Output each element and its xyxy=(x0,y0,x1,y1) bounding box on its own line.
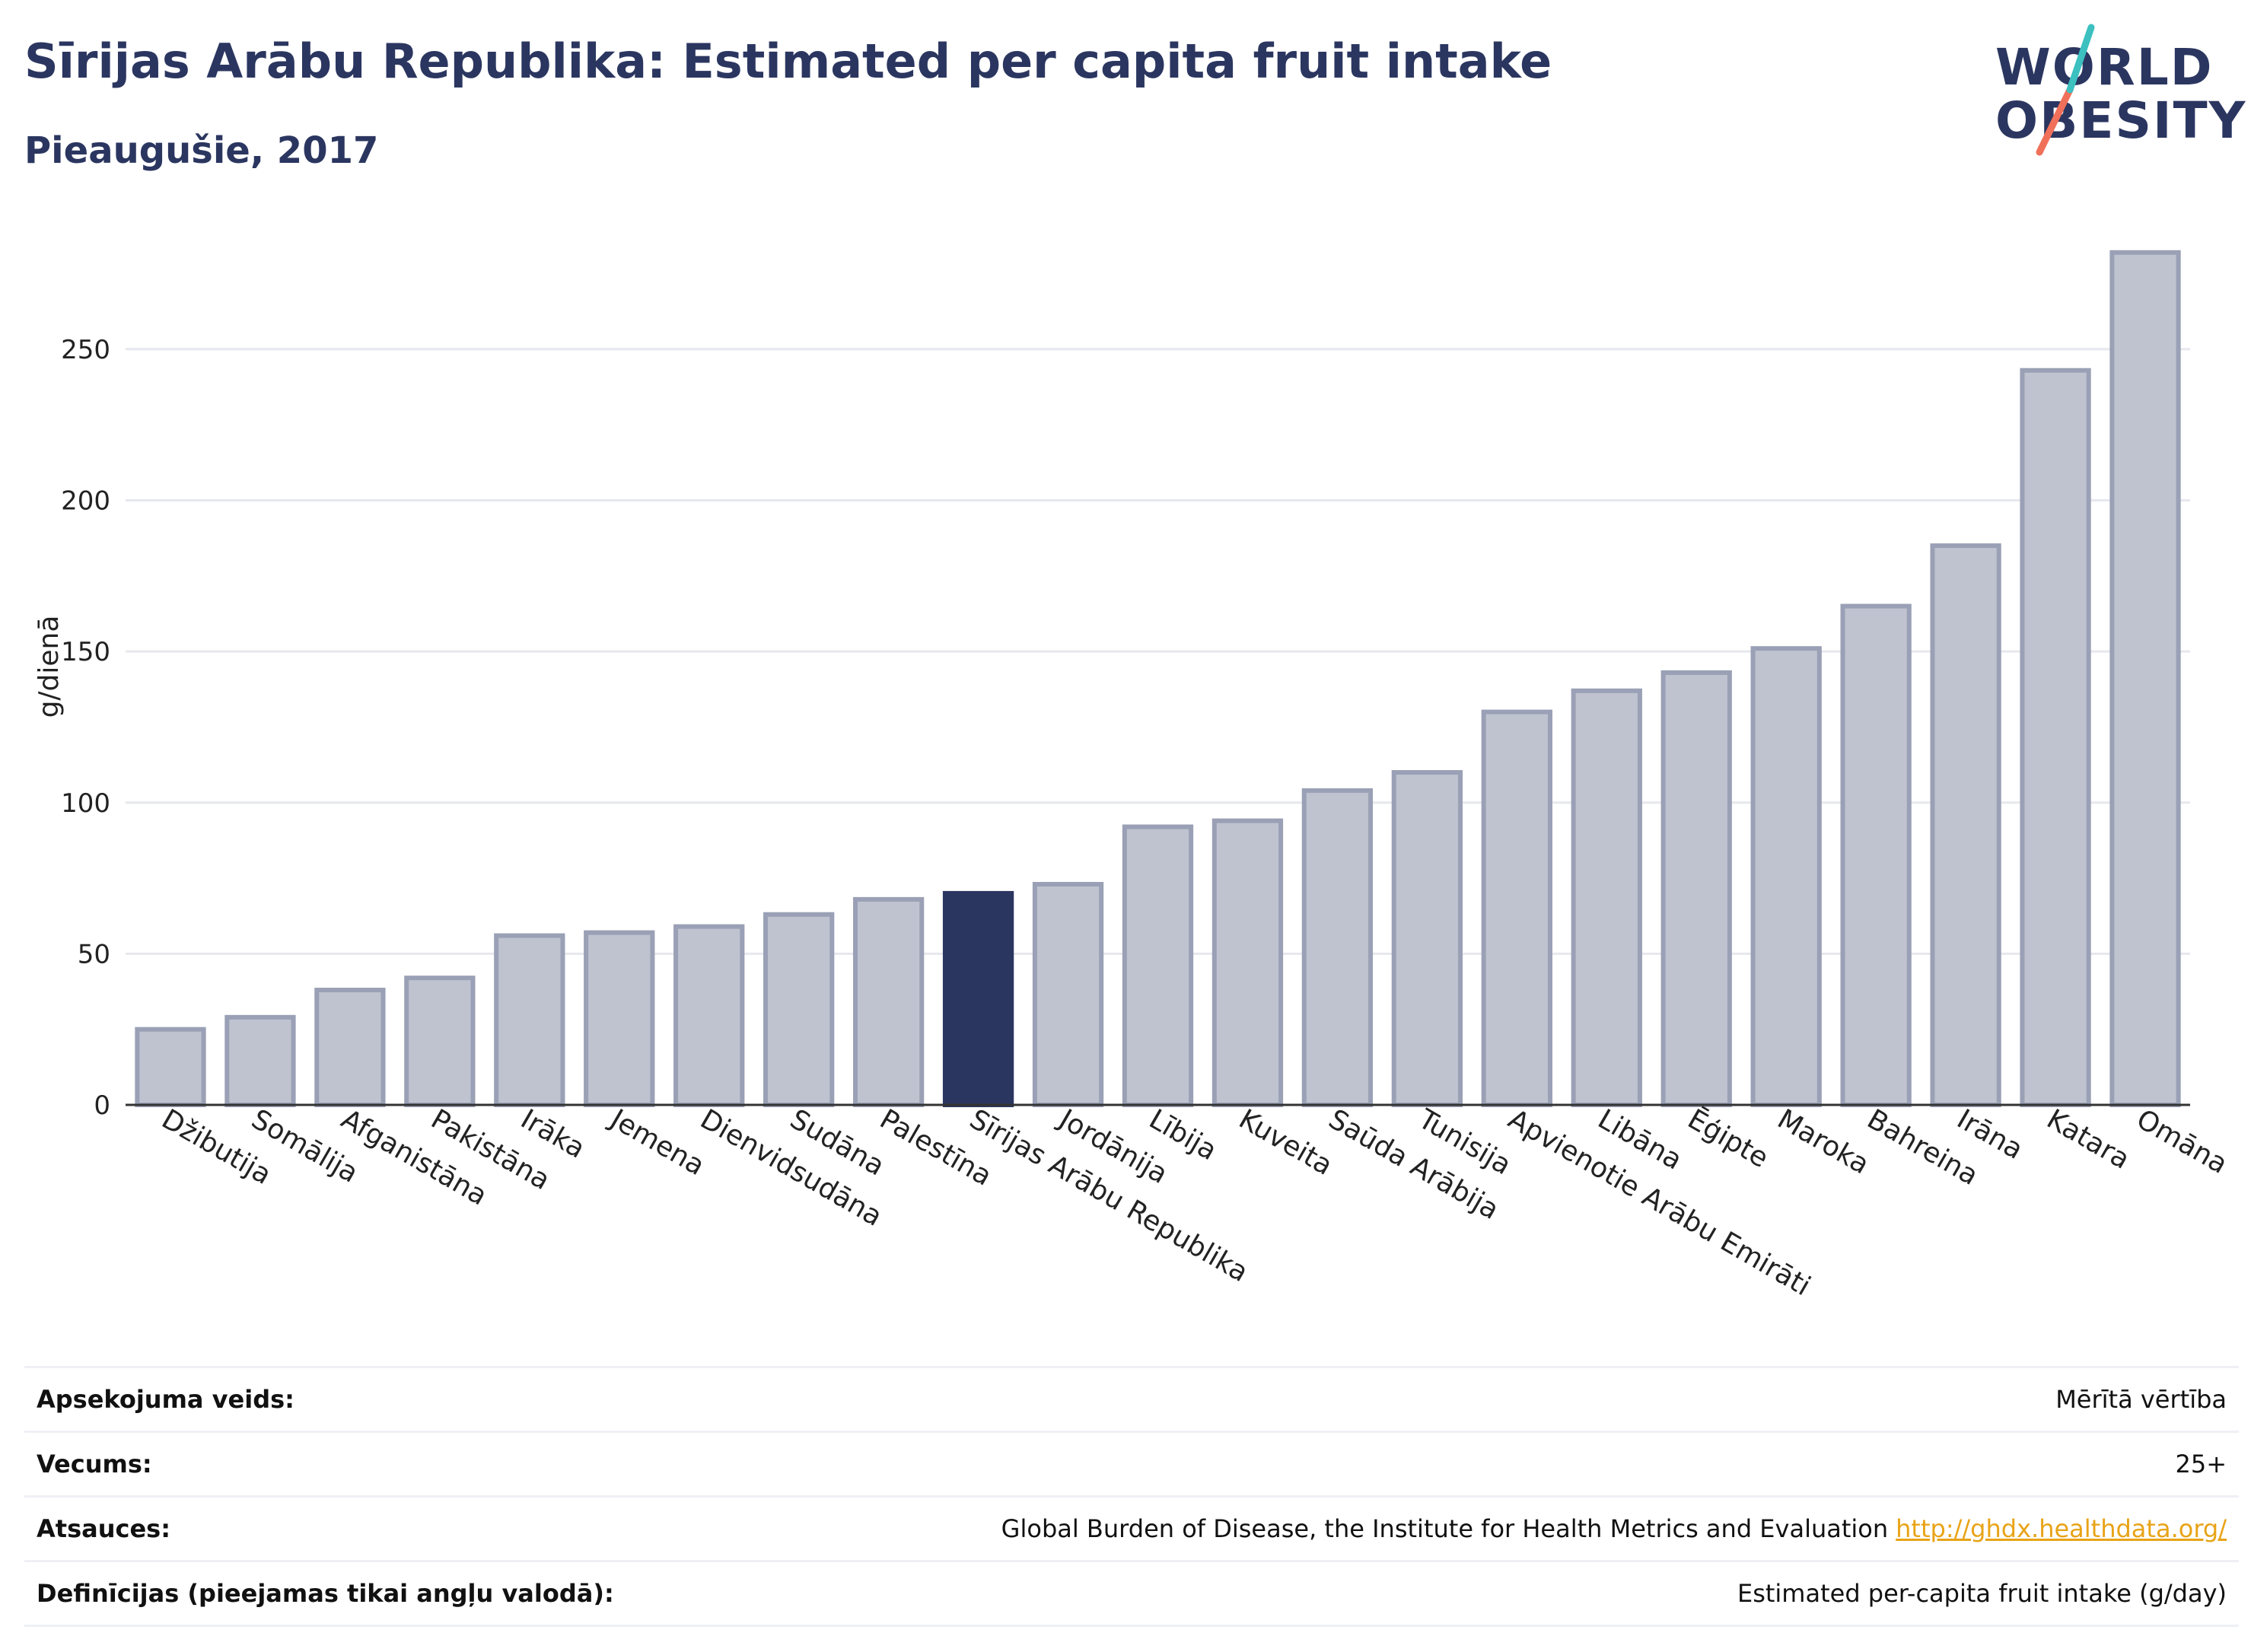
bar xyxy=(1750,646,1822,1107)
bar xyxy=(1481,709,1552,1107)
bar xyxy=(763,912,835,1107)
bar xyxy=(224,1014,296,1108)
y-tick-label: 0 xyxy=(94,1090,110,1121)
meta-label: Vecums: xyxy=(37,1450,152,1479)
bar xyxy=(1032,882,1104,1107)
y-tick-label: 100 xyxy=(61,788,110,819)
meta-label: Apsekojuma veids: xyxy=(37,1385,295,1414)
bar xyxy=(942,890,1014,1107)
meta-label: Atsauces: xyxy=(37,1514,170,1543)
reference-text: Global Burden of Disease, the Institute … xyxy=(1001,1514,1889,1543)
meta-row-definitions: Definīcijas (pieejamas tikai angļu valod… xyxy=(24,1560,2239,1627)
meta-row-references: Atsauces: Global Burden of Disease, the … xyxy=(24,1495,2239,1560)
bar-chart: 050100150200250g/dienāDžibutijaSomālijaA… xyxy=(33,250,2233,1302)
bar xyxy=(1840,603,1912,1107)
x-tick-label: Katara xyxy=(2042,1103,2135,1176)
bar xyxy=(494,933,565,1107)
bar xyxy=(404,976,476,1108)
bar xyxy=(2109,250,2181,1108)
meta-row-survey-type: Apsekojuma veids: Mērītā vērtība xyxy=(24,1366,2239,1431)
x-tick-label: Maroka xyxy=(1772,1103,1874,1180)
bar xyxy=(852,896,925,1107)
bar xyxy=(584,930,655,1107)
y-tick-label: 150 xyxy=(61,637,110,667)
bar xyxy=(2020,368,2091,1108)
bar xyxy=(1660,670,1732,1107)
x-tick-label: Omāna xyxy=(2132,1103,2233,1180)
bar xyxy=(135,1027,206,1108)
metadata-table: Apsekojuma veids: Mērītā vērtība Vecums:… xyxy=(24,1366,2239,1627)
meta-value: Mērītā vērtība xyxy=(2055,1385,2227,1414)
y-tick-label: 50 xyxy=(78,939,110,969)
bar xyxy=(1301,788,1374,1107)
chart-title: Sīrijas Arābu Republika: Estimated per c… xyxy=(24,33,1552,89)
meta-value: 25+ xyxy=(2175,1450,2227,1479)
bar xyxy=(1211,818,1284,1107)
chart-subtitle: Pieaugušie, 2017 xyxy=(24,129,379,172)
y-axis-label: g/dienā xyxy=(33,616,65,718)
y-tick-label: 200 xyxy=(61,486,110,517)
meta-row-age: Vecums: 25+ xyxy=(24,1431,2239,1495)
x-tick-label: Kuveita xyxy=(1234,1103,1338,1182)
bar xyxy=(1571,688,1642,1107)
x-tick-label: Ēģipte xyxy=(1683,1103,1774,1174)
bar xyxy=(673,924,745,1107)
y-tick-label: 250 xyxy=(61,335,110,365)
logo-line-1: WORLD xyxy=(1995,38,2214,97)
bar xyxy=(1391,770,1463,1107)
bar xyxy=(314,988,386,1107)
world-obesity-logo: WORLD OBESITY xyxy=(1979,21,2245,166)
x-tick-label: Jemena xyxy=(604,1103,710,1182)
bar xyxy=(1122,824,1194,1107)
meta-label: Definīcijas (pieejamas tikai angļu valod… xyxy=(37,1579,614,1608)
logo-slash-icon xyxy=(2036,24,2095,156)
logo-line-2: OBESITY xyxy=(1995,91,2247,150)
reference-link[interactable]: http://ghdx.healthdata.org/ xyxy=(1896,1514,2227,1543)
meta-value: Estimated per-capita fruit intake (g/day… xyxy=(1737,1579,2227,1608)
bar xyxy=(1930,543,2001,1107)
meta-value-references: Global Burden of Disease, the Institute … xyxy=(1001,1514,2239,1543)
